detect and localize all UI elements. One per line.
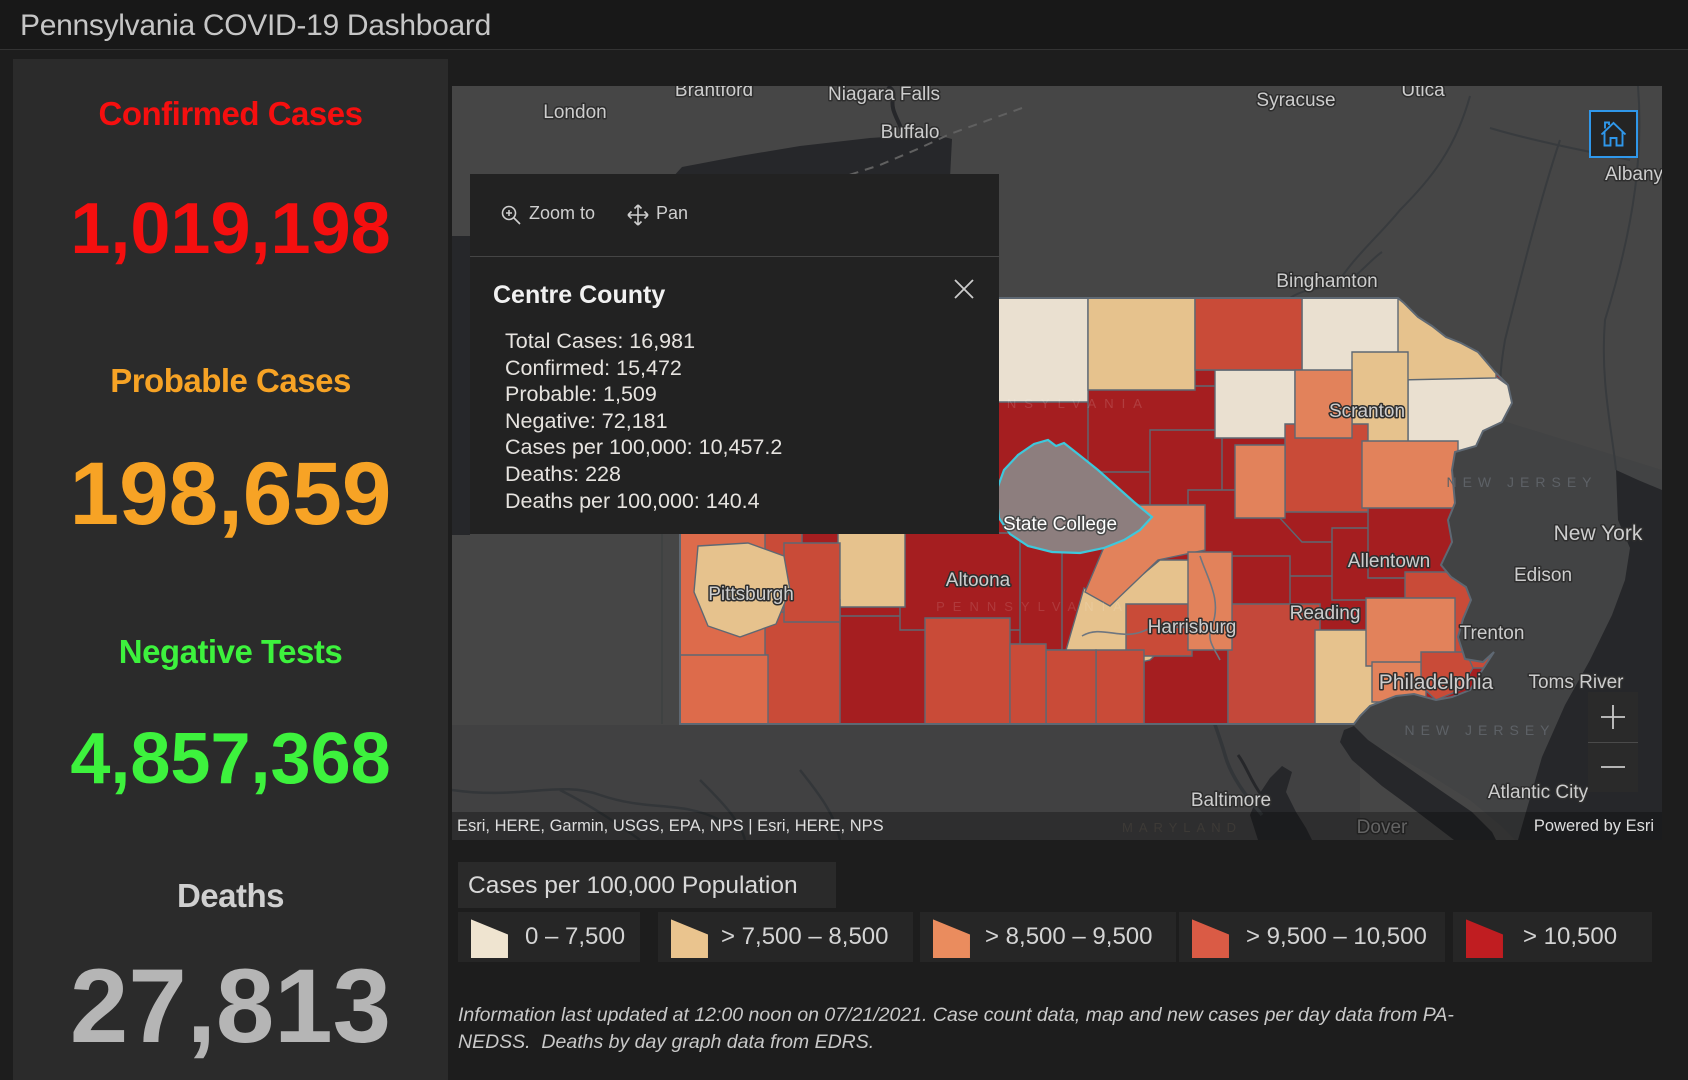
svg-text:State College: State College	[1003, 514, 1117, 535]
svg-text:Toms River: Toms River	[1528, 672, 1624, 693]
svg-text:NEW JERSEY: NEW JERSEY	[1446, 474, 1597, 490]
svg-text:Brantford: Brantford	[675, 86, 753, 101]
svg-text:Edison: Edison	[1514, 565, 1572, 586]
svg-text:Syracuse: Syracuse	[1256, 90, 1335, 111]
svg-text:Reading: Reading	[1290, 603, 1361, 624]
svg-text:Buffalo: Buffalo	[881, 122, 940, 143]
svg-text:Niagara Falls: Niagara Falls	[828, 86, 940, 105]
svg-text:New York: New York	[1554, 522, 1643, 545]
svg-text:MARYLAND: MARYLAND	[1122, 820, 1242, 835]
svg-text:Harrisburg: Harrisburg	[1148, 617, 1237, 638]
svg-text:Dover: Dover	[1357, 817, 1408, 838]
svg-text:Baltimore: Baltimore	[1191, 790, 1271, 811]
svg-text:Trenton: Trenton	[1460, 623, 1525, 644]
svg-text:PENNSYLVANIA: PENNSYLVANIA	[936, 599, 1130, 614]
svg-text:Pittsburgh: Pittsburgh	[708, 584, 794, 605]
svg-text:Utica: Utica	[1401, 86, 1445, 101]
svg-text:Binghamton: Binghamton	[1276, 271, 1377, 292]
svg-text:London: London	[543, 102, 606, 123]
svg-text:Allentown: Allentown	[1348, 551, 1430, 572]
svg-text:Albany: Albany	[1605, 164, 1662, 185]
svg-text:NEW JERSEY: NEW JERSEY	[1404, 722, 1555, 738]
svg-text:PENNSYLVANIA: PENNSYLVANIA	[956, 396, 1150, 411]
svg-text:Atlantic City: Atlantic City	[1488, 782, 1589, 803]
svg-text:Philadelphia: Philadelphia	[1379, 671, 1494, 694]
svg-text:Altoona: Altoona	[946, 570, 1011, 591]
svg-text:Scranton: Scranton	[1329, 401, 1405, 422]
